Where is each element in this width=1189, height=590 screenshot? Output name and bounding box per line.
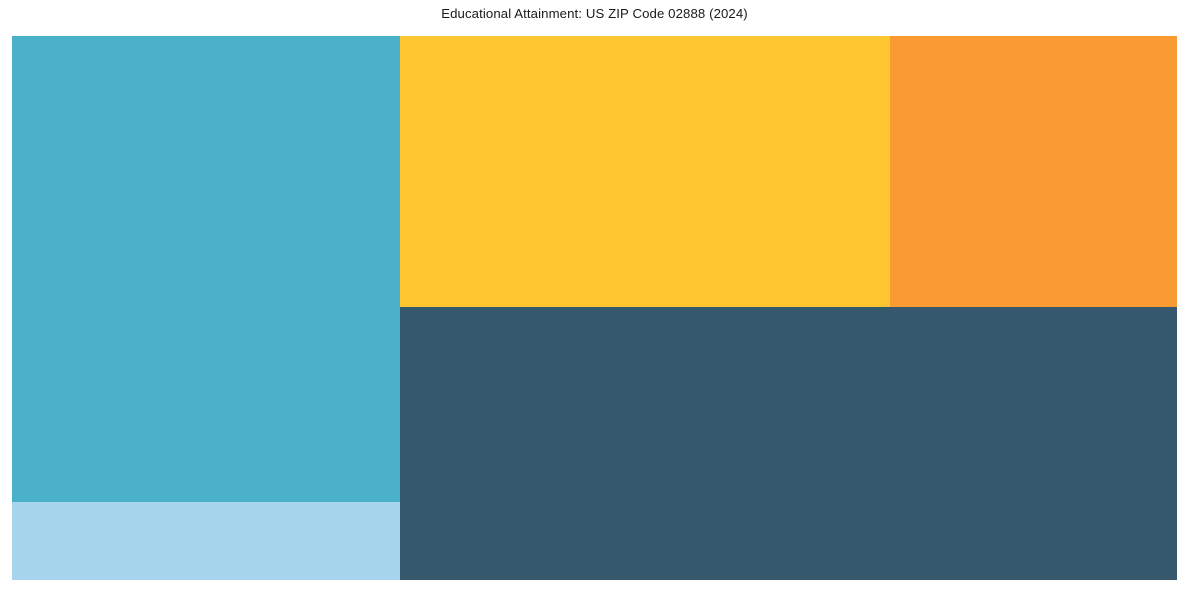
treemap-tile-2[interactable] [12, 36, 400, 502]
treemap-tile-1[interactable] [400, 307, 1177, 580]
treemap-tile-3[interactable] [400, 36, 890, 307]
treemap-right-top-row [400, 36, 1177, 307]
treemap-right-column [400, 36, 1177, 580]
chart-title: Educational Attainment: US ZIP Code 0288… [441, 6, 748, 21]
treemap-plot-area [12, 36, 1177, 580]
treemap-left-column [12, 36, 400, 580]
treemap-tile-5[interactable] [12, 502, 400, 580]
treemap-tile-4[interactable] [890, 36, 1177, 307]
